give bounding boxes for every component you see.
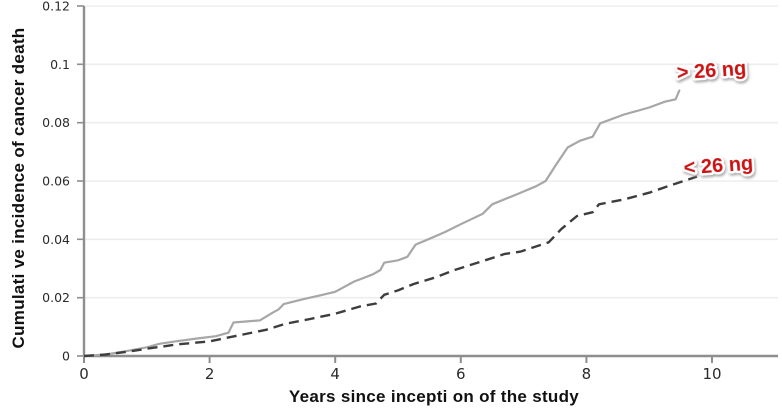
y-tick-label: 0.02	[42, 290, 70, 305]
x-tick-label: 4	[330, 365, 340, 383]
series-label-greater-26ng: > 26 ng	[676, 58, 747, 85]
y-tick-label: 0.1	[50, 57, 70, 72]
x-axis-ticks: 0 2 4 6 8 10	[79, 356, 722, 383]
series-line-greater-26ng	[82, 89, 681, 358]
x-tick-label: 2	[205, 365, 215, 383]
series-line-less-26ng	[83, 175, 698, 358]
x-tick-label: 8	[582, 365, 592, 383]
y-tick-label: 0.06	[42, 174, 70, 189]
x-tick-label: 0	[79, 365, 89, 383]
gridlines	[85, 5, 778, 299]
y-tick-label: 0.08	[42, 115, 70, 130]
y-axis-ticks: 0 0.02 0.04 0.06 0.08 0.1 0.12	[42, 0, 84, 364]
y-tick-label: 0.04	[42, 232, 70, 247]
y-tick-label: 0	[62, 349, 70, 364]
x-tick-label: 6	[456, 365, 466, 383]
y-axis-title: Cumulati ve incidence of cancer death	[9, 28, 28, 349]
x-tick-label: 10	[702, 365, 721, 383]
series-label-less-26ng: < 26 ng	[683, 153, 754, 180]
x-axis-title: Years since incepti on of the study	[289, 387, 579, 406]
y-tick-label: 0.12	[42, 0, 70, 14]
series-lines	[82, 89, 698, 358]
